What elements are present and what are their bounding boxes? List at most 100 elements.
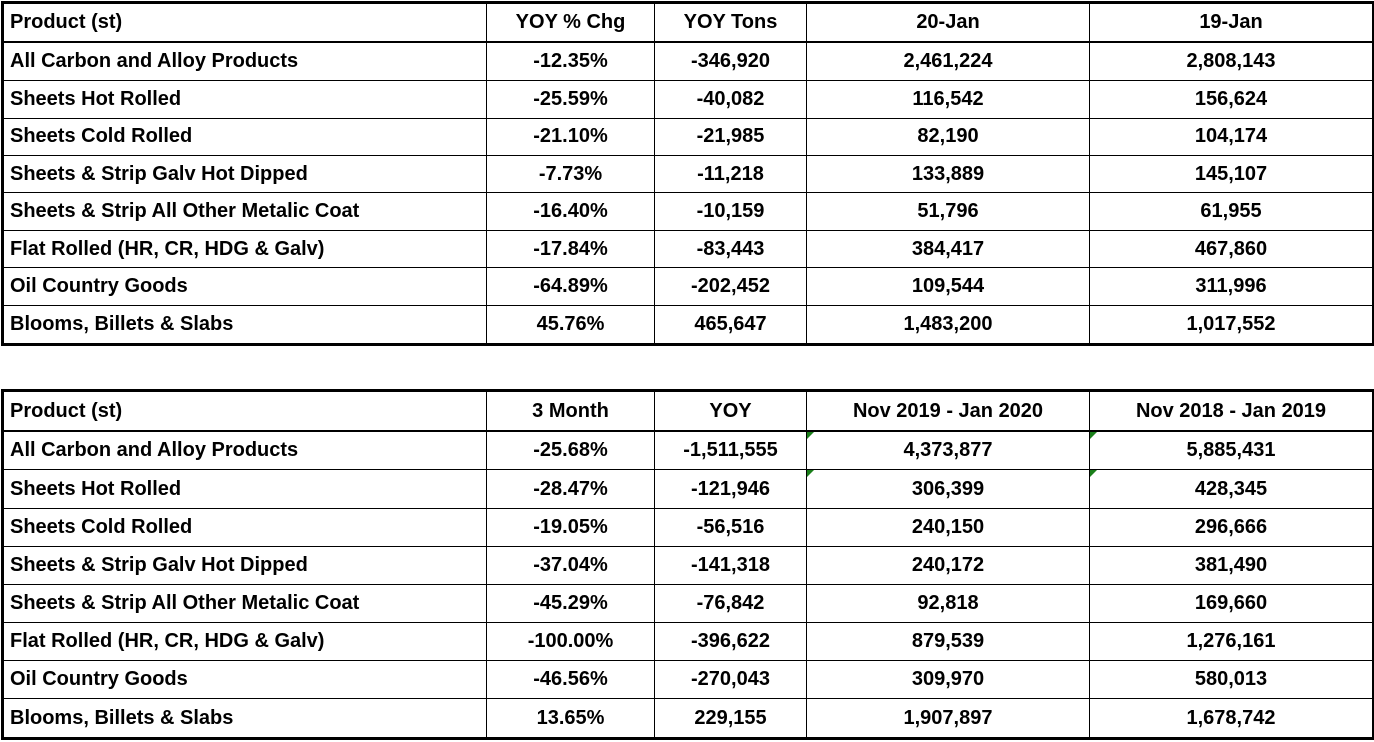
cell: -25.68% bbox=[486, 430, 655, 471]
cell: -40,082 bbox=[654, 80, 807, 119]
table-row: Sheets & Strip Galv Hot Dipped -7.73% -11,… bbox=[2, 154, 1374, 194]
cell: 296,666 bbox=[1089, 507, 1374, 547]
cell: -346,920 bbox=[654, 41, 807, 82]
table-row: All Carbon and Alloy Products -12.35% -346… bbox=[2, 41, 1374, 82]
cell: 467,860 bbox=[1089, 229, 1374, 269]
cell: Flat Rolled (HR, CR, HDG & Galv) bbox=[2, 229, 487, 269]
cell: Sheets & Strip All Other Metalic Coat bbox=[2, 583, 487, 623]
cell: 104,174 bbox=[1089, 117, 1374, 157]
cell: -270,043 bbox=[654, 660, 807, 700]
cell: Oil Country Goods bbox=[2, 660, 487, 700]
cell: -21,985 bbox=[654, 117, 807, 157]
cell: Oil Country Goods bbox=[2, 267, 487, 306]
cell: -12.35% bbox=[486, 41, 655, 82]
cell: 1,678,742 bbox=[1089, 698, 1374, 739]
header-cell: 20-Jan bbox=[806, 2, 1090, 44]
table-row: Sheets Hot Rolled -25.59% -40,082 116,542 15… bbox=[2, 80, 1374, 119]
cell: Flat Rolled (HR, CR, HDG & Galv) bbox=[2, 621, 487, 662]
cell: Sheets Hot Rolled bbox=[2, 469, 487, 509]
table-row: Sheets & Strip All Other Metalic Coat -45… bbox=[2, 583, 1374, 623]
cell: 145,107 bbox=[1089, 154, 1374, 194]
cell: -10,159 bbox=[654, 192, 807, 231]
table-row: Sheets Hot Rolled -28.47% -121,946 306,399 4… bbox=[2, 469, 1374, 509]
cell: 311,996 bbox=[1089, 267, 1374, 306]
cell: 1,907,897 bbox=[806, 698, 1090, 739]
cell: 1,017,552 bbox=[1089, 304, 1374, 346]
header-cell: Product (st) bbox=[2, 390, 487, 433]
cell: 465,647 bbox=[654, 304, 807, 346]
cell: 1,276,161 bbox=[1089, 621, 1374, 662]
cell: 5,885,431 bbox=[1089, 430, 1374, 471]
cell: 169,660 bbox=[1089, 583, 1374, 623]
table-row: Blooms, Billets & Slabs 13.65% 229,155 1,90… bbox=[2, 698, 1374, 739]
header-cell: Nov 2018 - Jan 2019 bbox=[1089, 390, 1374, 433]
header-cell: Product (st) bbox=[2, 2, 487, 44]
cell: Blooms, Billets & Slabs bbox=[2, 304, 487, 346]
table: Product (st) YOY % Chg YOY Tons 20-Jan 19-Ja… bbox=[1, 1, 1374, 346]
table-row: Flat Rolled (HR, CR, HDG & Galv) -100.00%… bbox=[2, 621, 1374, 662]
cell: Sheets Cold Rolled bbox=[2, 507, 487, 547]
cell: 2,461,224 bbox=[806, 41, 1090, 82]
table-row: Sheets Cold Rolled -21.10% -21,985 82,190 10… bbox=[2, 117, 1374, 157]
cell: Sheets & Strip Galv Hot Dipped bbox=[2, 154, 487, 194]
table-row: Oil Country Goods -46.56% -270,043 309,970 5… bbox=[2, 660, 1374, 700]
header-cell: YOY Tons bbox=[654, 2, 807, 44]
cell: 82,190 bbox=[806, 117, 1090, 157]
cell: -28.47% bbox=[486, 469, 655, 509]
cell: 879,539 bbox=[806, 621, 1090, 662]
table-row: Blooms, Billets & Slabs 45.76% 465,647 1,48… bbox=[2, 304, 1374, 346]
table-row: Sheets Cold Rolled -19.05% -56,516 240,150 2… bbox=[2, 507, 1374, 547]
cell: 306,399 bbox=[806, 469, 1090, 509]
cell: 240,150 bbox=[806, 507, 1090, 547]
cell: -25.59% bbox=[486, 80, 655, 119]
cell: -46.56% bbox=[486, 660, 655, 700]
cell: -21.10% bbox=[486, 117, 655, 157]
cell: -121,946 bbox=[654, 469, 807, 509]
cell: -16.40% bbox=[486, 192, 655, 231]
table-row: Sheets & Strip Galv Hot Dipped -37.04% -14… bbox=[2, 545, 1374, 585]
cell: Sheets Hot Rolled bbox=[2, 80, 487, 119]
cell: -83,443 bbox=[654, 229, 807, 269]
cell: 428,345 bbox=[1089, 469, 1374, 509]
cell: 580,013 bbox=[1089, 660, 1374, 700]
cell: 61,955 bbox=[1089, 192, 1374, 231]
cell: 384,417 bbox=[806, 229, 1090, 269]
table: Product (st) 3 Month YOY Nov 2019 - Jan 202… bbox=[1, 389, 1374, 740]
cell: -100.00% bbox=[486, 621, 655, 662]
cell: 2,808,143 bbox=[1089, 41, 1374, 82]
cell: -64.89% bbox=[486, 267, 655, 306]
header-cell: 19-Jan bbox=[1089, 2, 1374, 44]
table-row: Oil Country Goods -64.89% -202,452 109,544 3… bbox=[2, 267, 1374, 306]
cell: All Carbon and Alloy Products bbox=[2, 430, 487, 471]
table-row: Sheets & Strip All Other Metalic Coat -16… bbox=[2, 192, 1374, 231]
header-row: Product (st) YOY % Chg YOY Tons 20-Jan 19-Ja… bbox=[2, 2, 1374, 44]
cell: 92,818 bbox=[806, 583, 1090, 623]
header-row: Product (st) 3 Month YOY Nov 2019 - Jan 202… bbox=[2, 390, 1374, 433]
header-cell: YOY bbox=[654, 390, 807, 433]
cell: -7.73% bbox=[486, 154, 655, 194]
cell: 229,155 bbox=[654, 698, 807, 739]
cell: -19.05% bbox=[486, 507, 655, 547]
cell: Blooms, Billets & Slabs bbox=[2, 698, 487, 739]
cell: 13.65% bbox=[486, 698, 655, 739]
cell: Sheets Cold Rolled bbox=[2, 117, 487, 157]
cell: 381,490 bbox=[1089, 545, 1374, 585]
cell: 133,889 bbox=[806, 154, 1090, 194]
cell: 1,483,200 bbox=[806, 304, 1090, 346]
cell: Sheets & Strip All Other Metalic Coat bbox=[2, 192, 487, 231]
cell: -1,511,555 bbox=[654, 430, 807, 471]
cell: -202,452 bbox=[654, 267, 807, 306]
table-row: All Carbon and Alloy Products -25.68% -1,5… bbox=[2, 430, 1374, 471]
cell: 240,172 bbox=[806, 545, 1090, 585]
header-cell: 3 Month bbox=[486, 390, 655, 433]
cell: 156,624 bbox=[1089, 80, 1374, 119]
cell: 51,796 bbox=[806, 192, 1090, 231]
cell: -396,622 bbox=[654, 621, 807, 662]
cell: -56,516 bbox=[654, 507, 807, 547]
cell: Sheets & Strip Galv Hot Dipped bbox=[2, 545, 487, 585]
header-cell: Nov 2019 - Jan 2020 bbox=[806, 390, 1090, 433]
cell: 116,542 bbox=[806, 80, 1090, 119]
cell: -76,842 bbox=[654, 583, 807, 623]
cell: 309,970 bbox=[806, 660, 1090, 700]
